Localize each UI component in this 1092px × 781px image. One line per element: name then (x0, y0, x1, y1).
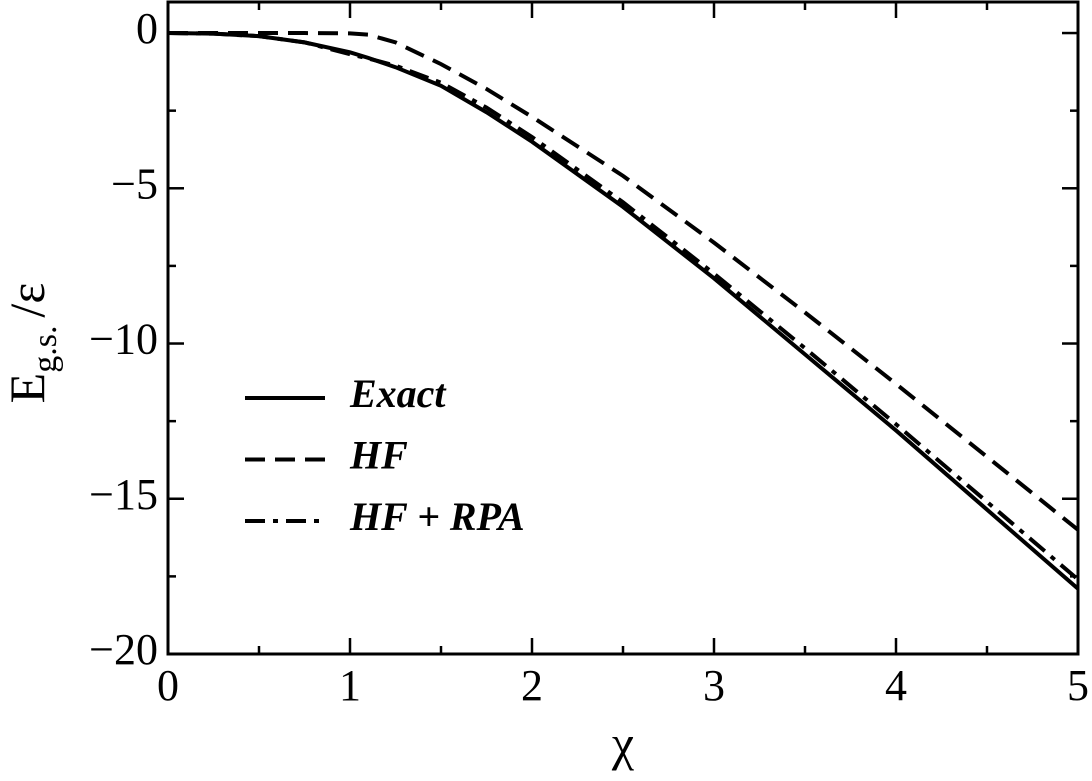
x-tick-label: 1 (339, 661, 361, 710)
series-line (168, 31, 1080, 532)
legend-label: HF (349, 433, 408, 478)
x-axis-label: χ (611, 715, 634, 771)
x-tick-label: 5 (1067, 661, 1089, 710)
legend-label: Exact (349, 371, 447, 416)
series-line (167, 31, 1080, 591)
y-tick-label: −20 (89, 625, 158, 674)
y-axis-label: Eg.s. /ε (0, 283, 64, 404)
y-tick-label: 0 (136, 4, 158, 53)
y-label-main: E (0, 373, 55, 404)
y-tick-label: −10 (89, 315, 158, 364)
plot-frame (166, 0, 1080, 656)
y-tick-label: −5 (111, 159, 158, 208)
x-tick-label: 2 (521, 661, 543, 710)
series-line (167, 31, 1080, 582)
y-tick-label: −15 (89, 470, 158, 519)
legend-label: HF + RPA (349, 494, 525, 539)
y-label-suffix: /ε (0, 283, 55, 318)
x-tick-label: 4 (885, 661, 907, 710)
x-tick-label: 0 (157, 661, 179, 710)
y-label-sub: g.s. (27, 326, 64, 373)
x-tick-label: 3 (703, 661, 725, 710)
